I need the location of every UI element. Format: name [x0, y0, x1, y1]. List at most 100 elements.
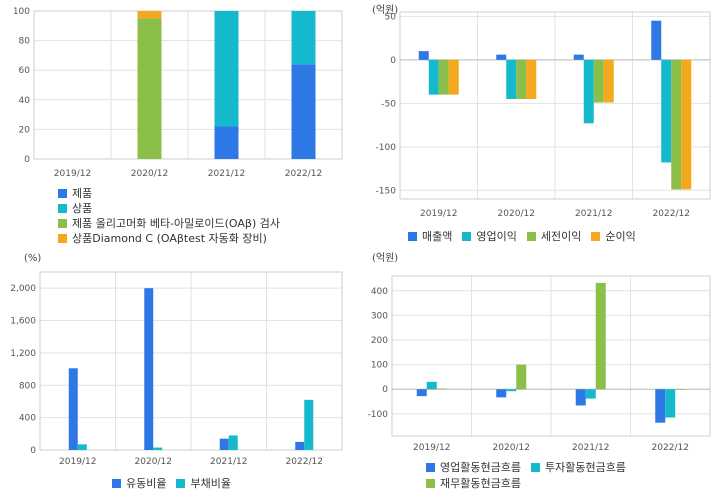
- bar: [214, 11, 239, 127]
- x-tick-label: 2020/12: [493, 443, 530, 453]
- legend-swatch: [591, 232, 601, 241]
- x-tick-label: 2019/12: [59, 457, 96, 467]
- bar: [428, 59, 439, 95]
- legend-item: 영업이익: [462, 229, 517, 244]
- bar: [595, 282, 606, 390]
- income-legend: 매출액 영업이익 세전이익 순이익: [408, 229, 646, 245]
- y-tick-label: 300: [371, 311, 388, 321]
- x-tick-label: 2022/12: [653, 209, 690, 219]
- x-tick-label: 2019/12: [413, 443, 450, 453]
- bar: [68, 368, 78, 450]
- product-mix-panel: 0 20 40 60 80 100 2019/12 2020/12 2021/12 2022/12…: [0, 0, 360, 248]
- ratios-chart: (%) 0 400 800 1,200 1,600 2,000 2019/12 2020/12 2…: [10, 253, 343, 467]
- y-tick-label: 0: [382, 385, 388, 395]
- legend-item: 유동비율: [112, 476, 166, 491]
- legend-item: 상품: [58, 201, 280, 216]
- legend-label: 세전이익: [540, 230, 582, 243]
- bar: [575, 389, 586, 406]
- legend-swatch: [462, 232, 472, 241]
- bar: [426, 381, 437, 390]
- legend-item: 제품: [58, 186, 280, 201]
- y-tick-label: 800: [19, 381, 36, 391]
- bar: [219, 438, 229, 450]
- bar: [496, 389, 507, 398]
- bar: [671, 59, 682, 190]
- cashflow-panel: (억원) 400 300 200 100 0 -100 2019/12 2020/12 2021/…: [360, 248, 720, 496]
- legend-label: 영업이익: [476, 230, 517, 243]
- bar: [651, 20, 662, 60]
- legend-swatch: [176, 479, 186, 488]
- legend-item: 제품 올리고머화 베타-아밀로이드(OAβ) 검사: [58, 216, 280, 231]
- legend-item: 재무활동현금흐름: [426, 476, 521, 491]
- x-tick-label: 2020/12: [131, 169, 168, 179]
- legend-label: 유동비율: [126, 477, 167, 490]
- bar: [506, 389, 517, 392]
- legend-label: 부채비율: [190, 477, 231, 490]
- legend-item: 순이익: [591, 229, 636, 244]
- legend-label: 재무활동현금흐름: [440, 477, 521, 490]
- legend-item: 투자활동현금흐름: [530, 460, 626, 475]
- plot-border: [391, 275, 711, 437]
- ratios-panel: (%) 0 400 800 1,200 1,600 2,000 2019/12 2020/12 2…: [0, 248, 360, 496]
- x-tick-label: 2021/12: [575, 209, 612, 219]
- unit-label: (억원): [372, 252, 398, 264]
- bar: [675, 389, 686, 390]
- legend-swatch: [58, 219, 67, 228]
- product-mix-chart: 0 20 40 60 80 100 2019/12 2020/12 2021/12 2022/12: [13, 7, 343, 179]
- legend-swatch: [426, 463, 435, 472]
- bar: [137, 11, 162, 19]
- legend-label: 상품Diamond C (OAβtest 자동화 장비): [72, 232, 267, 245]
- y-tick-label: 0: [30, 446, 36, 456]
- bar: [144, 288, 154, 450]
- y-tick-label: 1,200: [10, 349, 36, 359]
- legend-label: 제품: [72, 187, 93, 200]
- x-tick-label: 2022/12: [652, 443, 689, 453]
- legend-item: 상품Diamond C (OAβtest 자동화 장비): [58, 231, 280, 246]
- y-tick-label: 40: [19, 96, 31, 106]
- bar: [585, 389, 596, 399]
- x-tick-label: 2022/12: [285, 169, 322, 179]
- legend-swatch: [58, 204, 67, 213]
- bar: [573, 54, 584, 60]
- bar: [291, 11, 316, 65]
- legend-item: 세전이익: [526, 229, 582, 244]
- bar: [603, 59, 614, 103]
- legend-swatch: [112, 479, 121, 488]
- unit-label: (%): [24, 253, 41, 264]
- income-panel: (억원) 50 0 -50 -100 -150 2019/12 2020/12 2021/12 2…: [360, 0, 720, 248]
- legend-item: 매출액: [408, 229, 452, 244]
- x-tick-label: 2021/12: [210, 457, 247, 467]
- legend-item: 영업활동현금흐름: [426, 460, 521, 475]
- plot-border: [39, 271, 343, 451]
- x-tick-label: 2021/12: [208, 169, 245, 179]
- bar: [661, 59, 672, 163]
- bar: [77, 444, 87, 450]
- legend-label: 상품: [72, 202, 93, 215]
- bar: [665, 389, 676, 418]
- bar: [496, 54, 507, 60]
- bar: [153, 447, 163, 450]
- legend-swatch: [526, 232, 536, 241]
- bar: [416, 389, 427, 397]
- bar: [291, 64, 316, 159]
- bar: [214, 126, 239, 159]
- y-tick-label: 50: [385, 12, 397, 22]
- y-tick-label: 0: [24, 155, 30, 165]
- x-tick-label: 2020/12: [498, 209, 535, 219]
- y-tick-label: 400: [371, 287, 388, 297]
- bar: [593, 59, 604, 103]
- bar: [436, 388, 447, 390]
- bar: [137, 18, 162, 160]
- bar: [448, 59, 459, 95]
- bar: [681, 59, 692, 190]
- y-tick-label: 1,600: [10, 317, 36, 327]
- bar: [526, 59, 537, 99]
- legend-swatch: [58, 234, 67, 243]
- bar: [506, 59, 517, 99]
- legend-label: 제품 올리고머화 베타-아밀로이드(OAβ) 검사: [72, 217, 280, 230]
- legend-swatch: [530, 463, 540, 472]
- y-tick-label: 80: [19, 37, 31, 47]
- y-tick-label: 2,000: [10, 284, 36, 294]
- legend-swatch: [408, 232, 417, 241]
- legend-label: 영업활동현금흐름: [440, 461, 521, 474]
